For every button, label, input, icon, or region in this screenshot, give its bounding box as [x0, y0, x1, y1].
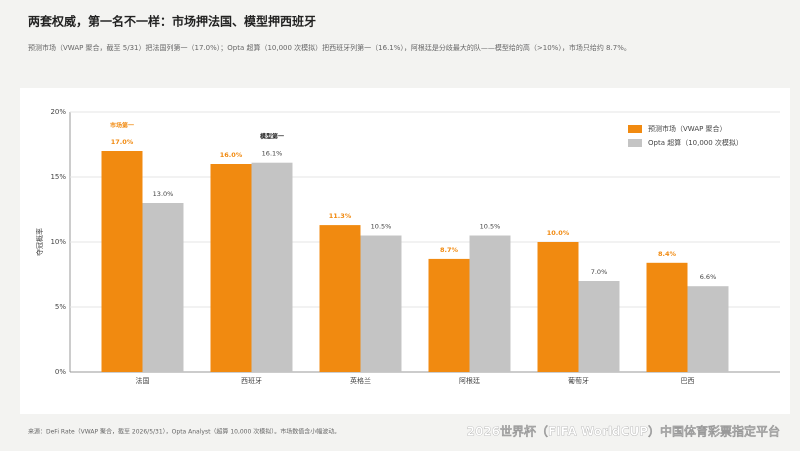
- value-label: 11.3%: [329, 212, 352, 220]
- legend-swatch: [628, 139, 642, 147]
- value-label: 16.1%: [262, 150, 283, 158]
- x-tick-label: 法国: [136, 376, 150, 385]
- x-tick-label: 西班牙: [241, 376, 262, 385]
- value-label: 10.5%: [480, 223, 501, 231]
- legend-swatch: [628, 125, 642, 133]
- bar: [646, 262, 688, 372]
- y-tick-label: 20%: [50, 108, 66, 116]
- bar: [469, 235, 511, 372]
- bar: [251, 162, 293, 372]
- value-label: 17.0%: [111, 138, 134, 146]
- subtitle: 预测市场（VWAP 聚合，截至 5/31）把法国列第一（17.0%）；Opta …: [28, 43, 631, 52]
- bar: [687, 286, 729, 372]
- watermark: 2026世界杯（FIFA WorldCUP）中国体育彩票指定平台: [467, 424, 780, 439]
- x-tick-label: 阿根廷: [459, 376, 480, 385]
- legend-label: Opta 超算（10,000 次模拟）: [648, 138, 743, 147]
- value-label: 6.6%: [700, 273, 717, 281]
- x-tick-label: 葡萄牙: [568, 376, 589, 385]
- source: 来源：DeFi Rate（VWAP 聚合，截至 2026/5/31），Opta …: [28, 428, 340, 436]
- bar: [428, 258, 470, 372]
- bar: [142, 203, 184, 372]
- value-label: 10.5%: [371, 223, 392, 231]
- bar: [101, 151, 143, 372]
- x-tick-label: 巴西: [681, 377, 695, 385]
- y-tick-label: 5%: [55, 303, 66, 311]
- value-label: 7.0%: [591, 268, 608, 276]
- x-tick-label: 英格兰: [350, 376, 371, 385]
- y-tick-label: 15%: [50, 173, 66, 181]
- bar: [537, 242, 579, 372]
- value-label: 8.4%: [658, 250, 677, 258]
- annotation: 市场第一: [110, 122, 134, 130]
- bar: [210, 164, 252, 372]
- y-axis-label: 夺冠概率: [35, 228, 44, 256]
- bar: [360, 235, 402, 372]
- y-tick-label: 0%: [55, 368, 66, 376]
- value-label: 8.7%: [440, 246, 459, 254]
- chart-title: 两套权威，第一名不一样：市场押法国、模型押西班牙: [28, 14, 316, 29]
- bar: [319, 225, 361, 372]
- bar: [578, 281, 620, 372]
- y-tick-label: 10%: [50, 238, 66, 246]
- annotation: 模型第一: [260, 133, 284, 141]
- legend-label: 预测市场（VWAP 聚合）: [648, 124, 727, 133]
- value-label: 16.0%: [220, 151, 243, 159]
- value-label: 13.0%: [153, 190, 174, 198]
- value-label: 10.0%: [547, 229, 570, 237]
